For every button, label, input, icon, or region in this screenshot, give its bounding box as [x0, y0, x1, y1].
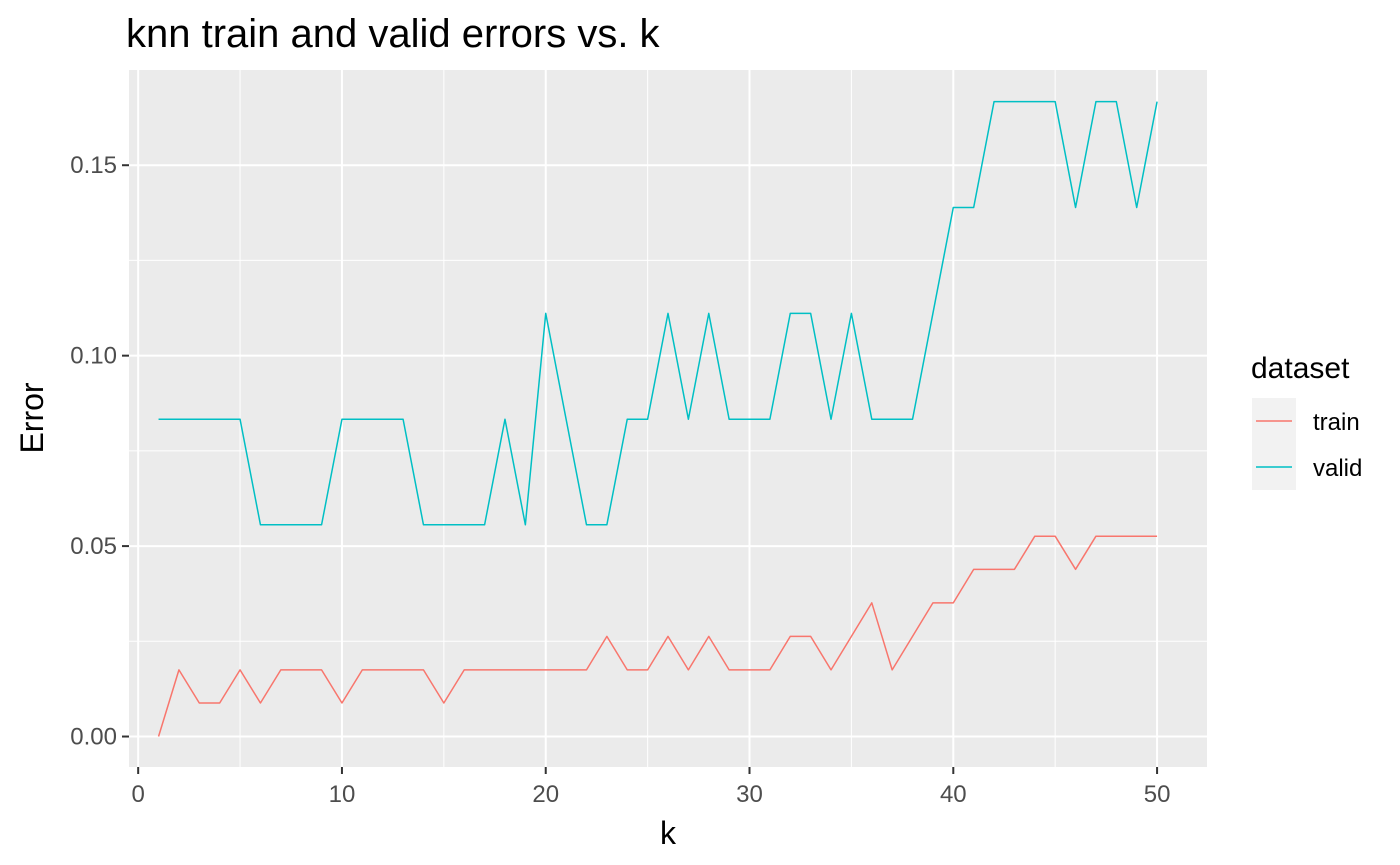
chart-title: knn train and valid errors vs. k — [126, 12, 661, 56]
grid — [129, 70, 1207, 767]
x-tick-label: 10 — [329, 781, 356, 808]
series-lines — [157, 100, 1158, 737]
y-tick-label: 0.05 — [70, 533, 117, 560]
y-axis: 0.00 0.05 0.10 0.15 — [70, 152, 129, 751]
legend: dataset train valid — [1251, 352, 1362, 490]
y-tick-label: 0.10 — [70, 343, 117, 370]
y-tick-label: 0.15 — [70, 152, 117, 179]
x-tick-label: 0 — [131, 781, 144, 808]
x-axis-title: k — [660, 815, 677, 851]
x-axis: 0 10 20 30 40 50 — [131, 767, 1170, 808]
series-line-valid — [158, 100, 1158, 526]
x-tick-label: 40 — [940, 781, 967, 808]
legend-title: dataset — [1251, 352, 1350, 385]
series-line-train — [157, 535, 1158, 737]
x-tick-label: 50 — [1144, 781, 1171, 808]
x-tick-label: 30 — [736, 781, 763, 808]
x-tick-label: 20 — [532, 781, 559, 808]
legend-label-valid: valid — [1313, 455, 1362, 482]
plot-panel — [129, 70, 1207, 767]
y-tick-label: 0.00 — [70, 724, 117, 751]
y-axis-title: Error — [14, 382, 50, 453]
legend-label-train: train — [1313, 409, 1360, 436]
